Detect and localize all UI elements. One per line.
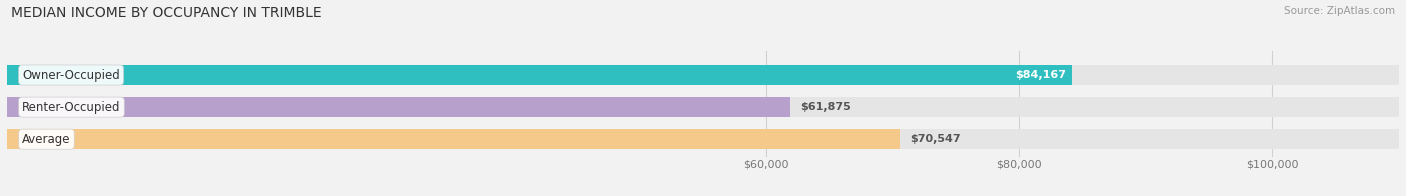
Text: Owner-Occupied: Owner-Occupied (22, 69, 120, 82)
Bar (7, 97, 1399, 117)
Bar (7, 65, 1073, 85)
Text: MEDIAN INCOME BY OCCUPANCY IN TRIMBLE: MEDIAN INCOME BY OCCUPANCY IN TRIMBLE (11, 6, 322, 20)
Text: Average: Average (22, 133, 70, 146)
Bar (7, 129, 900, 149)
Text: $61,875: $61,875 (800, 102, 851, 112)
Text: Source: ZipAtlas.com: Source: ZipAtlas.com (1284, 6, 1395, 16)
Text: $70,547: $70,547 (910, 134, 960, 144)
Bar (7, 65, 1399, 85)
Bar (7, 97, 790, 117)
Bar (7, 129, 1399, 149)
Text: Renter-Occupied: Renter-Occupied (22, 101, 121, 114)
Text: $84,167: $84,167 (1015, 70, 1066, 80)
